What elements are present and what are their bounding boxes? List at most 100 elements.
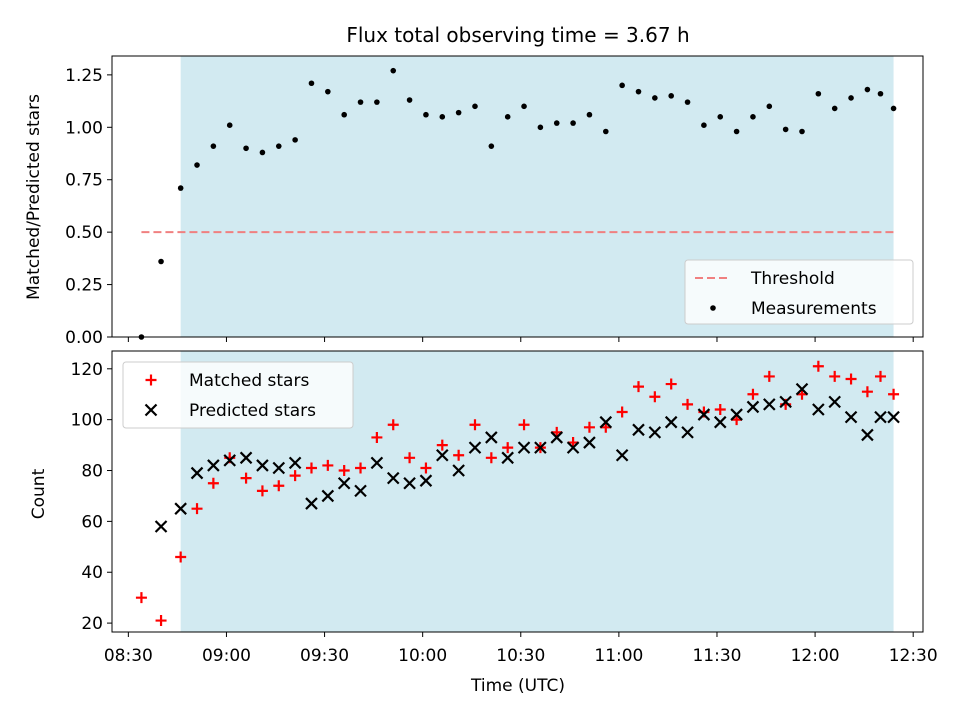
measurement-point	[815, 90, 822, 97]
predicted-stars-point	[874, 410, 887, 424]
matched-stars-point	[453, 449, 465, 461]
plot-layer: 0.00 0.25 0.50 0.75 1.00 1.25 Threshold Measure…	[65, 55, 938, 666]
predicted-stars-point	[501, 451, 514, 465]
matched-stars-point	[371, 431, 383, 443]
top-axes-frame	[111, 55, 924, 338]
matched-stars-point	[649, 391, 661, 403]
x-tick-label: 11:30	[692, 646, 741, 666]
predicted-stars-point	[517, 441, 531, 454]
measurement-point	[357, 99, 364, 105]
measurement-point	[890, 105, 897, 112]
matched-stars-point	[387, 419, 399, 431]
bottom-axes-frame	[111, 350, 924, 633]
measurement-point	[750, 114, 756, 120]
predicted-stars-point	[713, 415, 727, 429]
measurement-point	[831, 105, 838, 112]
measurement-point	[766, 103, 773, 110]
bottom-y-tick-label: 40	[81, 563, 103, 583]
predicted-stars-point	[321, 489, 335, 503]
measurement-point	[210, 143, 217, 149]
bottom-y-tick-label: 80	[81, 462, 103, 482]
matched-stars-point	[845, 373, 857, 385]
predicted-stars-point	[485, 431, 498, 444]
predicted-stars-point	[828, 395, 841, 409]
bottom-legend-box	[122, 361, 354, 429]
top-y-tick-label: 1.25	[65, 66, 103, 86]
measurement-point	[602, 128, 609, 135]
predicted-stars-point	[763, 398, 776, 411]
top-y-tick-label: 1.00	[65, 118, 103, 138]
matched-stars-point	[289, 470, 301, 482]
x-tick-label: 11:00	[594, 646, 643, 666]
matched-stars-point	[469, 419, 481, 431]
matched-stars-point	[175, 551, 187, 563]
measurement-point	[177, 185, 184, 191]
predicted-stars-point	[599, 415, 613, 429]
x-tick-label: 12:30	[889, 646, 938, 666]
legend-label: Threshold	[750, 269, 835, 289]
matched-stars-point	[420, 462, 432, 474]
matched-stars-point	[632, 381, 644, 393]
predicted-stars-point	[354, 484, 367, 498]
matched-stars-point	[502, 442, 514, 454]
measurement-point	[570, 120, 576, 126]
bottom-y-axis-label: Count	[29, 468, 49, 519]
matched-stars-point	[338, 465, 350, 477]
matched-stars-point	[861, 386, 873, 398]
matched-stars-point	[240, 472, 252, 484]
measurement-point	[472, 103, 478, 110]
predicted-stars-point	[337, 476, 351, 490]
predicted-stars-point	[844, 410, 858, 424]
measurement-point	[521, 103, 527, 110]
matched-stars-point	[763, 370, 775, 382]
top-y-axis-label: Matched/Predicted stars	[24, 94, 44, 300]
top-panel: 0.00 0.25 0.50 0.75 1.00 1.25 Threshold Measure…	[65, 55, 924, 348]
predicted-stars-point	[288, 456, 302, 470]
measurement-point	[259, 149, 266, 156]
predicted-stars-point	[452, 464, 465, 477]
measurement-point	[504, 114, 511, 120]
matched-stars-point	[155, 615, 167, 627]
matched-stars-point	[583, 421, 595, 433]
predicted-stars-point	[239, 451, 253, 465]
matched-stars-point	[355, 462, 367, 474]
predicted-stars-point	[648, 426, 662, 439]
measurement-point	[537, 124, 544, 131]
measurement-point	[864, 86, 871, 93]
measurement-point	[635, 88, 642, 95]
predicted-stars-point	[190, 466, 204, 480]
measurement-point	[733, 128, 740, 135]
measurement-point	[652, 95, 658, 101]
predicted-stars-point	[436, 448, 449, 462]
top-legend: Threshold Measurements	[684, 259, 914, 325]
matched-stars-point	[518, 419, 530, 431]
matched-stars-point	[616, 406, 628, 418]
measurement-point	[406, 97, 413, 103]
measurement-point	[292, 137, 298, 143]
predicted-stars-point	[174, 502, 187, 515]
x-tick-label: 10:30	[496, 646, 545, 666]
measurement-point	[488, 143, 495, 149]
top-chart-title: Flux total observing time = 3.67 h	[346, 23, 689, 47]
bottom-legend: Matched stars Predicted stars	[122, 361, 354, 429]
predicted-stars-point	[664, 415, 678, 429]
matched-stars-point	[485, 452, 497, 464]
matched-stars-point	[273, 480, 285, 492]
measurement-point	[341, 111, 347, 118]
matched-stars-point	[436, 439, 448, 451]
matched-stars-point	[829, 370, 841, 382]
x-axis-label: Time (UTC)	[470, 676, 565, 696]
matched-stars-point	[812, 360, 824, 372]
measurement-point	[455, 109, 462, 116]
predicted-stars-point	[534, 441, 547, 454]
matched-stars-point	[256, 485, 268, 497]
x-tick-label: 12:00	[791, 646, 840, 666]
measurement-point	[877, 90, 884, 97]
predicted-stars-point	[632, 423, 645, 437]
legend-label: Predicted stars	[189, 401, 316, 421]
matched-stars-point	[207, 477, 219, 489]
measurement-point	[194, 162, 200, 168]
predicted-stars-point	[583, 436, 596, 449]
x-tick-label: 10:00	[398, 646, 447, 666]
